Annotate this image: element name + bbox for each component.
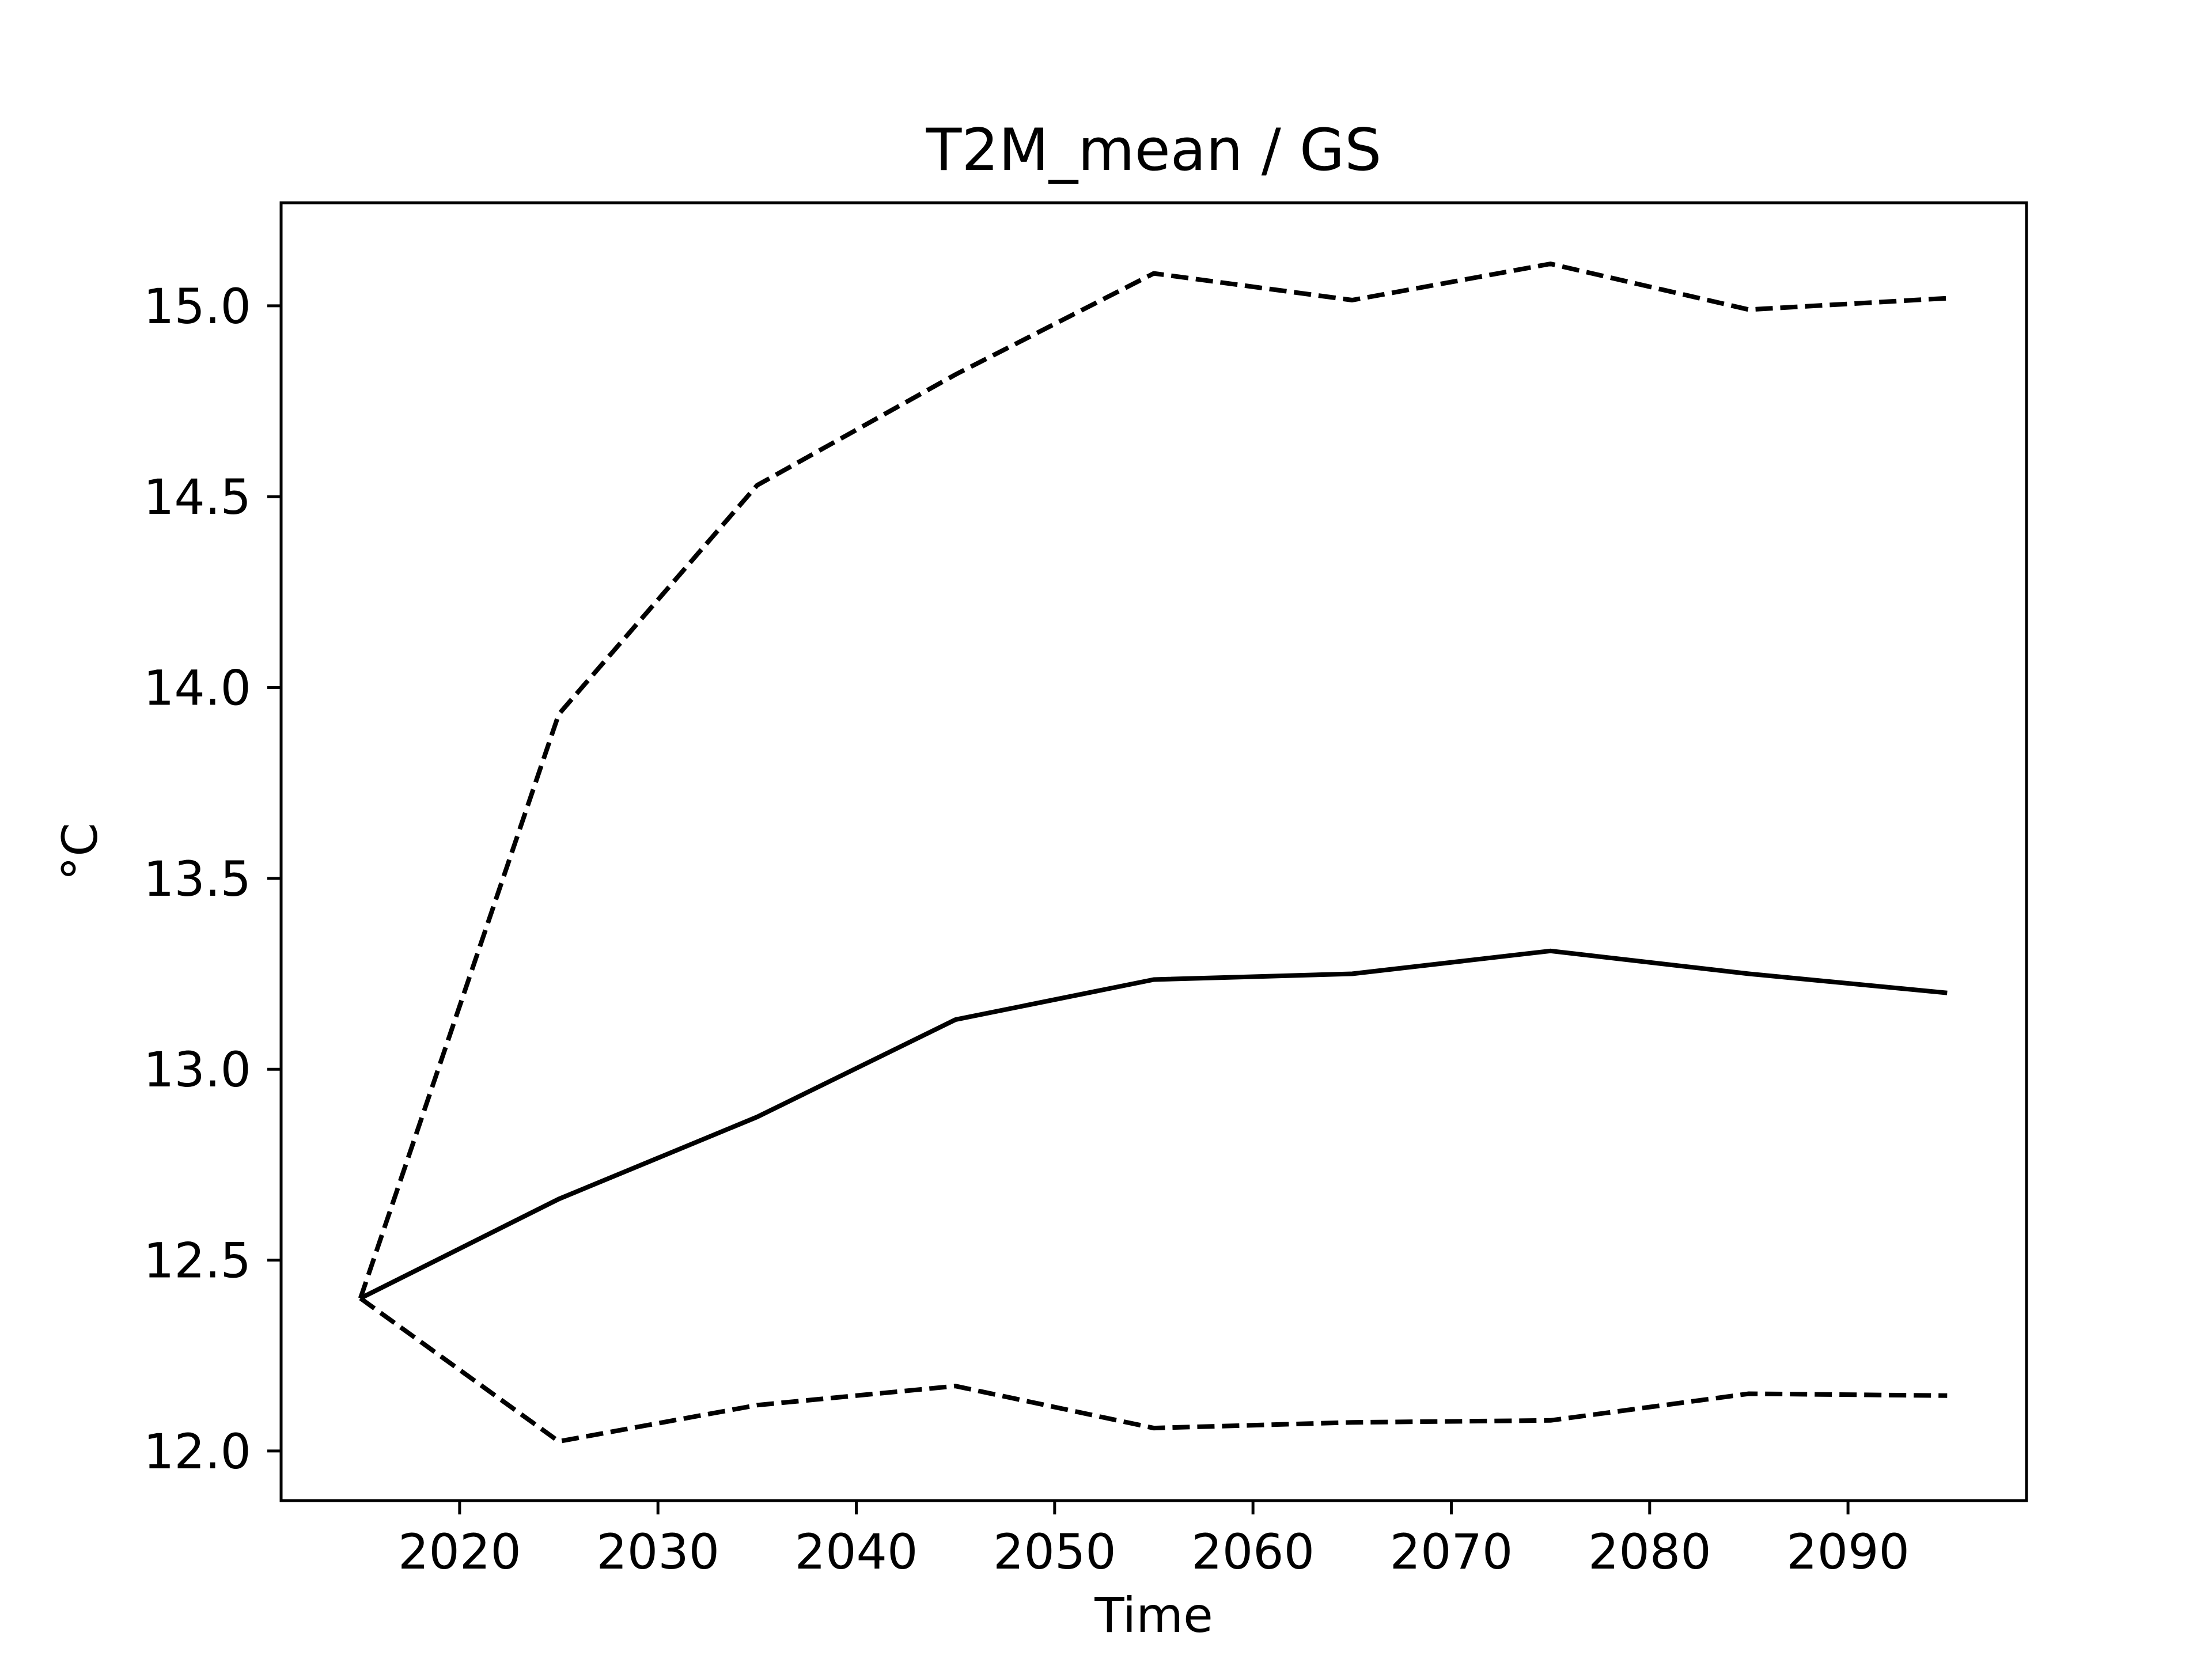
x-tick-label: 2060 bbox=[1191, 1524, 1315, 1580]
x-tick-label: 2030 bbox=[596, 1524, 719, 1580]
x-tick-label: 2090 bbox=[1786, 1524, 1910, 1580]
x-tick-label: 2070 bbox=[1390, 1524, 1513, 1580]
y-tick-label: 14.0 bbox=[143, 660, 251, 717]
x-tick-label: 2050 bbox=[993, 1524, 1116, 1580]
x-tick-label: 2020 bbox=[398, 1524, 521, 1580]
series-layer bbox=[358, 262, 1948, 1444]
x-axis: 2020 2030 2040 2050 2060 2070 2080 2090 bbox=[398, 1501, 1910, 1580]
y-tick-label: 14.5 bbox=[143, 469, 251, 525]
plot-frame bbox=[279, 201, 2028, 1502]
y-axis-label: °C bbox=[52, 823, 108, 881]
y-tick-label: 13.0 bbox=[143, 1041, 251, 1098]
x-tick-label: 2040 bbox=[795, 1524, 918, 1580]
chart-title: T2M_mean / GS bbox=[926, 116, 1382, 184]
x-tick-label: 2080 bbox=[1588, 1524, 1711, 1580]
series-line-2-dashed bbox=[358, 262, 1948, 1300]
y-tick-label: 12.5 bbox=[143, 1233, 251, 1289]
series-line-1-solid bbox=[359, 948, 1948, 1301]
y-tick-label: 15.0 bbox=[143, 278, 251, 335]
y-axis: 12.0 12.5 13.0 13.5 14.0 14.5 15.0 bbox=[143, 278, 281, 1480]
series-line-3-dashed bbox=[359, 1296, 1948, 1444]
y-tick-label: 13.5 bbox=[143, 851, 251, 907]
x-axis-label: Time bbox=[1094, 1587, 1213, 1643]
y-tick-label: 12.0 bbox=[143, 1423, 251, 1480]
